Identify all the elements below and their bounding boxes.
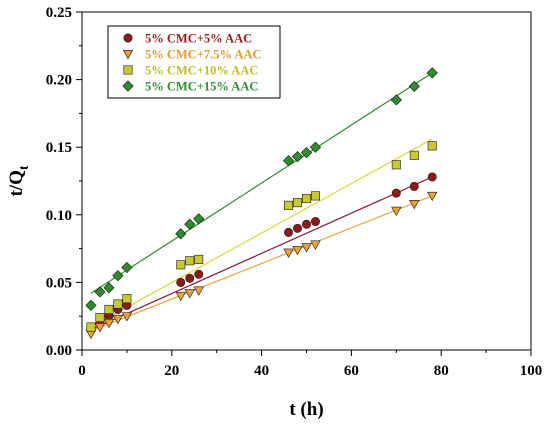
data-point xyxy=(310,191,320,201)
data-point xyxy=(184,218,196,230)
legend-box xyxy=(107,25,281,99)
y-axis-title: t/Qt xyxy=(6,165,32,196)
data-point xyxy=(391,188,401,198)
data-point xyxy=(193,213,205,225)
data-point xyxy=(194,254,204,264)
data-point xyxy=(176,277,186,287)
axis-ticks: 0 20 40 60 80 100 0.00 0.05 0.10 0.15 0.20 0.25 xyxy=(46,5,543,379)
data-point xyxy=(300,146,313,159)
x-tick-label: 0 xyxy=(78,363,86,379)
data-point xyxy=(175,291,186,302)
data-point xyxy=(86,322,96,332)
x-tick-label: 20 xyxy=(164,363,179,379)
y-tick-label: 0.05 xyxy=(46,275,72,291)
series-4-points xyxy=(85,67,438,312)
data-point xyxy=(391,160,401,170)
legend-marker xyxy=(122,80,134,92)
data-point xyxy=(409,199,420,210)
data-point xyxy=(85,299,97,312)
y-axis-title-subscript: t xyxy=(17,165,32,170)
legend-label: 5% CMC+10% AAC xyxy=(145,64,258,78)
x-tick-label: 60 xyxy=(344,363,359,379)
x-axis-title: t (h) xyxy=(289,399,323,420)
data-point xyxy=(301,243,312,253)
y-axis-title-main: t/Q xyxy=(6,170,27,196)
data-point xyxy=(282,155,295,167)
legend-marker xyxy=(123,33,133,43)
data-point xyxy=(309,141,322,153)
data-point xyxy=(121,261,133,274)
x-tick-label: 80 xyxy=(434,363,449,379)
data-point xyxy=(122,294,132,304)
y-tick-label: 0.00 xyxy=(46,343,72,359)
data-point xyxy=(408,80,420,92)
legend-label: 5% CMC+15% AAC xyxy=(145,80,258,94)
data-point xyxy=(194,269,204,279)
data-point xyxy=(185,273,195,283)
data-point xyxy=(291,151,304,163)
data-point xyxy=(427,172,437,182)
data-point xyxy=(121,312,133,322)
series-2-points xyxy=(85,191,438,340)
data-point xyxy=(94,323,106,333)
data-point xyxy=(283,248,294,258)
data-point xyxy=(112,314,124,325)
data-point xyxy=(409,150,419,160)
fit-line-series-3 xyxy=(90,138,433,328)
fit-lines xyxy=(90,72,433,332)
data-point xyxy=(301,194,311,204)
data-point xyxy=(185,256,195,266)
data-point xyxy=(113,299,123,309)
legend-marker xyxy=(122,49,134,60)
fit-line-series-1 xyxy=(90,176,433,331)
legend: 5% CMC+5% AAC 5% CMC+7.5% AAC 5% CMC+10% A… xyxy=(107,25,281,99)
data-point xyxy=(95,313,105,323)
data-point xyxy=(409,181,419,191)
x-tick-label: 40 xyxy=(254,363,269,379)
y-tick-label: 0.20 xyxy=(46,73,72,89)
data-point xyxy=(103,282,115,294)
data-point xyxy=(94,286,106,298)
data-point xyxy=(284,227,294,237)
fit-line-series-4 xyxy=(90,72,433,294)
data-point xyxy=(284,200,294,210)
data-point xyxy=(427,141,437,151)
data-point xyxy=(184,289,195,299)
data-point xyxy=(427,191,438,202)
data-point xyxy=(293,198,303,208)
data-point xyxy=(175,228,187,240)
data-point xyxy=(426,67,438,79)
data-point xyxy=(103,318,115,329)
data-point xyxy=(176,260,186,270)
data-point xyxy=(390,94,402,106)
data-point xyxy=(301,219,311,229)
data-point xyxy=(293,223,303,233)
data-markers xyxy=(85,67,438,340)
data-point xyxy=(292,245,303,256)
series-3-points xyxy=(86,141,437,332)
y-tick-label: 0.25 xyxy=(46,5,72,21)
data-point xyxy=(112,270,124,282)
y-tick-label: 0.10 xyxy=(46,208,72,224)
y-tick-label: 0.15 xyxy=(46,140,72,156)
data-point xyxy=(104,304,114,314)
data-point xyxy=(193,286,204,296)
legend-label: 5% CMC+5% AAC xyxy=(145,32,252,46)
x-tick-label: 100 xyxy=(520,363,543,379)
fit-line-series-2 xyxy=(90,195,433,332)
data-point xyxy=(310,217,320,227)
data-point xyxy=(391,206,402,217)
legend-label: 5% CMC+7.5% AAC xyxy=(145,48,262,62)
legend-marker xyxy=(123,65,133,75)
data-point xyxy=(310,240,321,250)
